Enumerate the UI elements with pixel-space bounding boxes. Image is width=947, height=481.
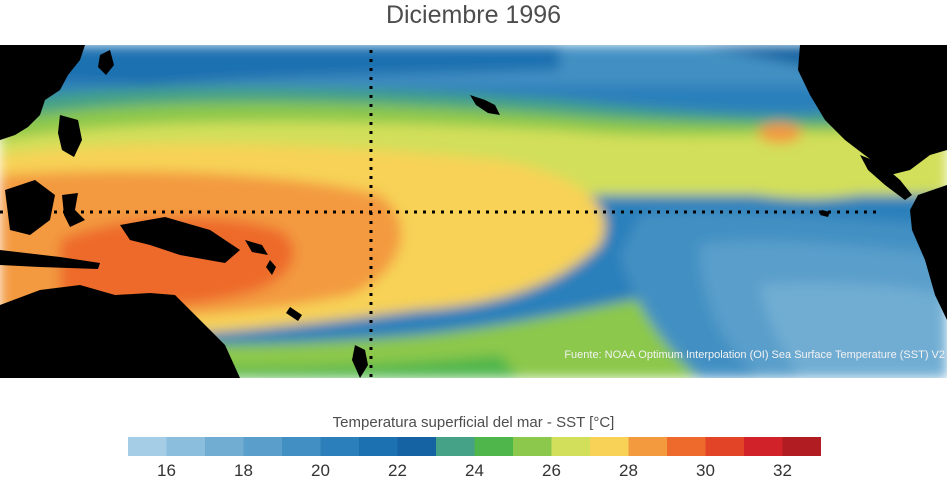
colorbar-tick-label: 22 (388, 461, 407, 480)
map-title: Diciembre 1996 (385, 1, 562, 29)
colorbar-bin-10 (513, 437, 552, 456)
colorbar-bin-11 (551, 437, 591, 456)
galapagos-islands (820, 210, 830, 217)
land-masses (0, 45, 947, 378)
colorbar-tick-label: 20 (311, 461, 330, 480)
colorbar-bin-15 (705, 437, 745, 456)
colorbar-bin-7 (397, 437, 437, 456)
new-zealand-landmass (352, 345, 368, 378)
colorbar-bin-3 (243, 437, 283, 456)
colorbar-bin-12 (590, 437, 629, 456)
colorbar-bin-5 (320, 437, 360, 456)
vanuatu-islands (266, 260, 276, 275)
asia-landmass (0, 45, 85, 140)
data-source-credit: Fuente: NOAA Optimum Interpolation (OI) … (564, 349, 945, 361)
sulawesi-landmass (62, 193, 85, 227)
colorbar-title: Temperatura superficial del mar - SST [°… (332, 414, 615, 431)
colorbar-bin-14 (667, 437, 706, 456)
colorbar-bin-8 (436, 437, 475, 456)
colorbar-bin-0 (128, 437, 167, 456)
colorbar-bin-16 (744, 437, 783, 456)
new-guinea-landmass (120, 217, 240, 263)
borneo-landmass (5, 180, 55, 235)
australia-landmass (0, 285, 240, 378)
colorbar-bin-9 (474, 437, 514, 456)
colorbar-tick-label: 28 (619, 461, 638, 480)
colorbar-tick-label: 16 (157, 461, 176, 480)
colorbar-bin-17 (782, 437, 821, 456)
hawaii-islands (470, 95, 500, 115)
solomon-islands (245, 240, 268, 255)
central-america-landmass (860, 155, 912, 200)
colorbar-tick-label: 32 (773, 461, 792, 480)
japan-landmass (98, 50, 114, 75)
colorbar-tick-label: 30 (696, 461, 715, 480)
colorbar-bin-4 (282, 437, 321, 456)
north-america-landmass (798, 45, 947, 175)
colorbar-bin-2 (205, 437, 244, 456)
south-america-landmass (910, 185, 947, 320)
colorbar-bin-13 (628, 437, 668, 456)
indonesia-islands (0, 250, 100, 269)
colorbar-bin-6 (359, 437, 398, 456)
caribbean-islands (880, 90, 925, 107)
colorbar-tick-label: 18 (234, 461, 253, 480)
colorbar (128, 437, 821, 456)
sst-map (0, 45, 947, 378)
colorbar-tick-label: 26 (542, 461, 561, 480)
new-caledonia-landmass (286, 307, 302, 321)
philippines-landmass (58, 115, 82, 157)
colorbar-bin-1 (166, 437, 206, 456)
colorbar-tick-label: 24 (465, 461, 484, 480)
